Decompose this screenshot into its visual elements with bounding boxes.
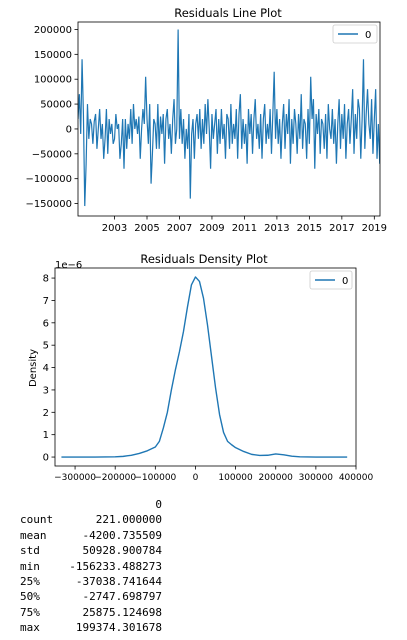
y-tick-label: 6 — [43, 318, 49, 329]
table-row: 50% -2747.698797 — [20, 589, 162, 604]
x-tick-label: −100000 — [134, 473, 176, 483]
x-tick-label: 2013 — [264, 223, 289, 234]
y-tick-label: −100000 — [25, 174, 72, 185]
y-tick-label: 100000 — [34, 75, 72, 86]
stat-value: -2747.698797 — [66, 589, 162, 604]
table-row: 25% -37038.741644 — [20, 574, 162, 589]
table-row: min -156233.488273 — [20, 559, 162, 574]
y-scale-label: 1e−6 — [55, 260, 82, 271]
x-tick-label: 2003 — [102, 223, 127, 234]
plot-frame — [55, 268, 356, 466]
y-tick-label: 150000 — [34, 50, 72, 61]
table-row: max 199374.301678 — [20, 620, 162, 635]
row-label-header — [20, 497, 66, 512]
x-axis: −300000−200000−100000 0 100000 200000 300000… — [54, 466, 373, 483]
table-row: 75% 25875.124698 — [20, 605, 162, 620]
stat-label: min — [20, 559, 66, 574]
y-tick-label: 2 — [43, 408, 49, 419]
y-axis: 0 1 2 3 4 5 6 7 8 — [43, 274, 55, 464]
legend-label: 0 — [342, 276, 348, 287]
x-axis: 2003 2005 2007 2009 2011 2013 2015 2017 2019 — [102, 216, 387, 234]
table-row: mean -4200.735509 — [20, 528, 162, 543]
stat-label: 50% — [20, 589, 66, 604]
residuals-series-line — [78, 29, 382, 206]
x-tick-label: 2017 — [329, 223, 354, 234]
x-tick-label: 2015 — [297, 223, 322, 234]
stat-value: 221.000000 — [66, 512, 162, 527]
plot-area — [78, 29, 382, 206]
table-header-row: 0 — [20, 497, 162, 512]
x-tick-label: −300000 — [54, 473, 96, 483]
legend: 0 — [310, 271, 352, 289]
density-curve — [61, 277, 347, 457]
stat-label: std — [20, 543, 66, 558]
x-tick-label: 2019 — [362, 223, 387, 234]
y-tick-label: −50000 — [32, 149, 72, 160]
residuals-density-plot: Residuals Density Plot 1e−6 Density 0 1 2 3… — [0, 250, 407, 490]
x-tick-label: 300000 — [299, 473, 334, 483]
stat-value: 50928.900784 — [66, 543, 162, 558]
x-tick-label: 0 — [193, 473, 199, 483]
chart-title: Residuals Density Plot — [140, 252, 268, 266]
y-tick-label: 4 — [43, 363, 49, 374]
x-tick-label: 400000 — [339, 473, 374, 483]
stat-value: -4200.735509 — [66, 528, 162, 543]
y-tick-label: 50000 — [40, 100, 72, 111]
x-tick-label: 2011 — [232, 223, 257, 234]
stat-label: max — [20, 620, 66, 635]
y-tick-label: 200000 — [34, 25, 72, 36]
y-tick-label: 1 — [43, 430, 49, 441]
y-tick-label: 0 — [43, 453, 49, 464]
stat-value: -156233.488273 — [66, 559, 162, 574]
legend-label: 0 — [365, 30, 371, 41]
x-tick-label: 2005 — [134, 223, 159, 234]
x-tick-label: −200000 — [94, 473, 136, 483]
legend: 0 — [333, 25, 377, 43]
plot-area — [61, 277, 347, 457]
y-axis-label: Density — [28, 349, 39, 387]
stat-value: 25875.124698 — [66, 605, 162, 620]
y-tick-label: 5 — [43, 341, 49, 352]
stat-label: 25% — [20, 574, 66, 589]
x-tick-label: 2009 — [199, 223, 224, 234]
stat-value: 199374.301678 — [66, 620, 162, 635]
table-row: std 50928.900784 — [20, 543, 162, 558]
x-tick-label: 200000 — [259, 473, 294, 483]
y-axis: −150000 −100000 −50000 0 50000 100000 150000 20… — [25, 25, 78, 210]
stat-label: mean — [20, 528, 66, 543]
y-tick-label: 3 — [43, 385, 49, 396]
y-tick-label: 7 — [43, 296, 49, 307]
y-tick-label: 0 — [66, 124, 72, 135]
stat-label: 75% — [20, 605, 66, 620]
stat-value: -37038.741644 — [66, 574, 162, 589]
column-header: 0 — [66, 497, 162, 512]
table-row: count 221.000000 — [20, 512, 162, 527]
stat-label: count — [20, 512, 66, 527]
x-tick-label: 2007 — [167, 223, 192, 234]
y-tick-label: −150000 — [25, 199, 72, 210]
y-tick-label: 8 — [43, 274, 49, 285]
residuals-describe-table: 0 count 221.000000 mean -4200.735509 std 5092… — [20, 497, 162, 636]
x-tick-label: 100000 — [218, 473, 253, 483]
chart-title: Residuals Line Plot — [174, 6, 282, 20]
residuals-line-plot: Residuals Line Plot −150000 −100000 −50000… — [0, 0, 407, 245]
